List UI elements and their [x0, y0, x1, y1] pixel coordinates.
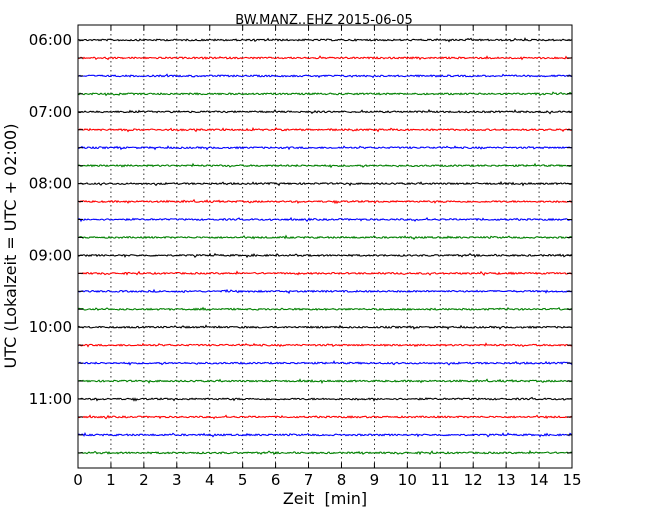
x-tick-label-8: 8 [337, 471, 347, 489]
y-tick-label-0900: 09:00 [29, 246, 72, 264]
x-tick-label-9: 9 [370, 471, 380, 489]
x-axis-label: Zeit [min] [283, 489, 367, 508]
y-tick-label-1100: 11:00 [29, 390, 72, 408]
x-tick-label-7: 7 [304, 471, 314, 489]
trace-0715 [77, 126, 573, 133]
x-tick-label-2: 2 [139, 471, 149, 489]
plot-frame [77, 24, 573, 469]
x-tick-label-4: 4 [205, 471, 215, 489]
trace-1030 [77, 360, 573, 366]
x-tick-label-12: 12 [464, 471, 483, 489]
trace-0845 [77, 234, 573, 240]
x-axis-ticks: 0 1 2 3 4 5 6 7 8 9 10 11 12 13 14 15 [73, 25, 582, 489]
y-axis-ticks: 06:00 07:00 08:00 09:00 10:00 11:00 [29, 31, 572, 454]
x-tick-label-13: 13 [497, 471, 516, 489]
trace-0730 [77, 145, 573, 151]
x-tick-label-5: 5 [238, 471, 248, 489]
trace-1000 [77, 324, 573, 330]
trace-1100 [77, 396, 573, 402]
vertical-grid [110, 25, 540, 468]
x-tick-label-11: 11 [431, 471, 450, 489]
trace-0745 [77, 162, 573, 169]
x-tick-label-1: 1 [106, 471, 116, 489]
x-tick-label-0: 0 [73, 471, 83, 489]
y-tick-label-0700: 07:00 [29, 103, 72, 121]
x-tick-label-3: 3 [172, 471, 182, 489]
trace-0800 [77, 180, 573, 187]
trace-1145 [77, 449, 573, 456]
trace-1115 [77, 414, 573, 420]
x-tick-label-14: 14 [530, 471, 549, 489]
x-tick-label-10: 10 [398, 471, 417, 489]
y-tick-label-0600: 06:00 [29, 31, 72, 49]
trace-0615 [77, 55, 573, 61]
y-tick-label-1000: 10:00 [29, 318, 72, 336]
trace-0815 [77, 198, 573, 205]
trace-0700 [77, 108, 573, 115]
trace-0900 [77, 252, 573, 259]
trace-1130 [77, 432, 573, 438]
trace-0630 [77, 73, 573, 79]
y-axis-label: UTC (Lokalzeit = UTC + 02:00) [1, 124, 20, 369]
trace-0645 [77, 91, 573, 97]
trace-1015 [77, 342, 573, 348]
trace-0930 [77, 288, 573, 295]
trace-0945 [77, 306, 572, 312]
chart-title: BW.MANZ..EHZ 2015-06-05 [235, 13, 413, 28]
seismogram-traces [77, 37, 573, 456]
trace-1045 [77, 378, 573, 385]
x-tick-label-6: 6 [271, 471, 281, 489]
y-tick-label-0800: 08:00 [29, 175, 72, 193]
trace-0830 [77, 216, 573, 223]
trace-0915 [77, 270, 573, 276]
x-tick-label-15: 15 [562, 471, 581, 489]
trace-0600 [77, 37, 573, 43]
